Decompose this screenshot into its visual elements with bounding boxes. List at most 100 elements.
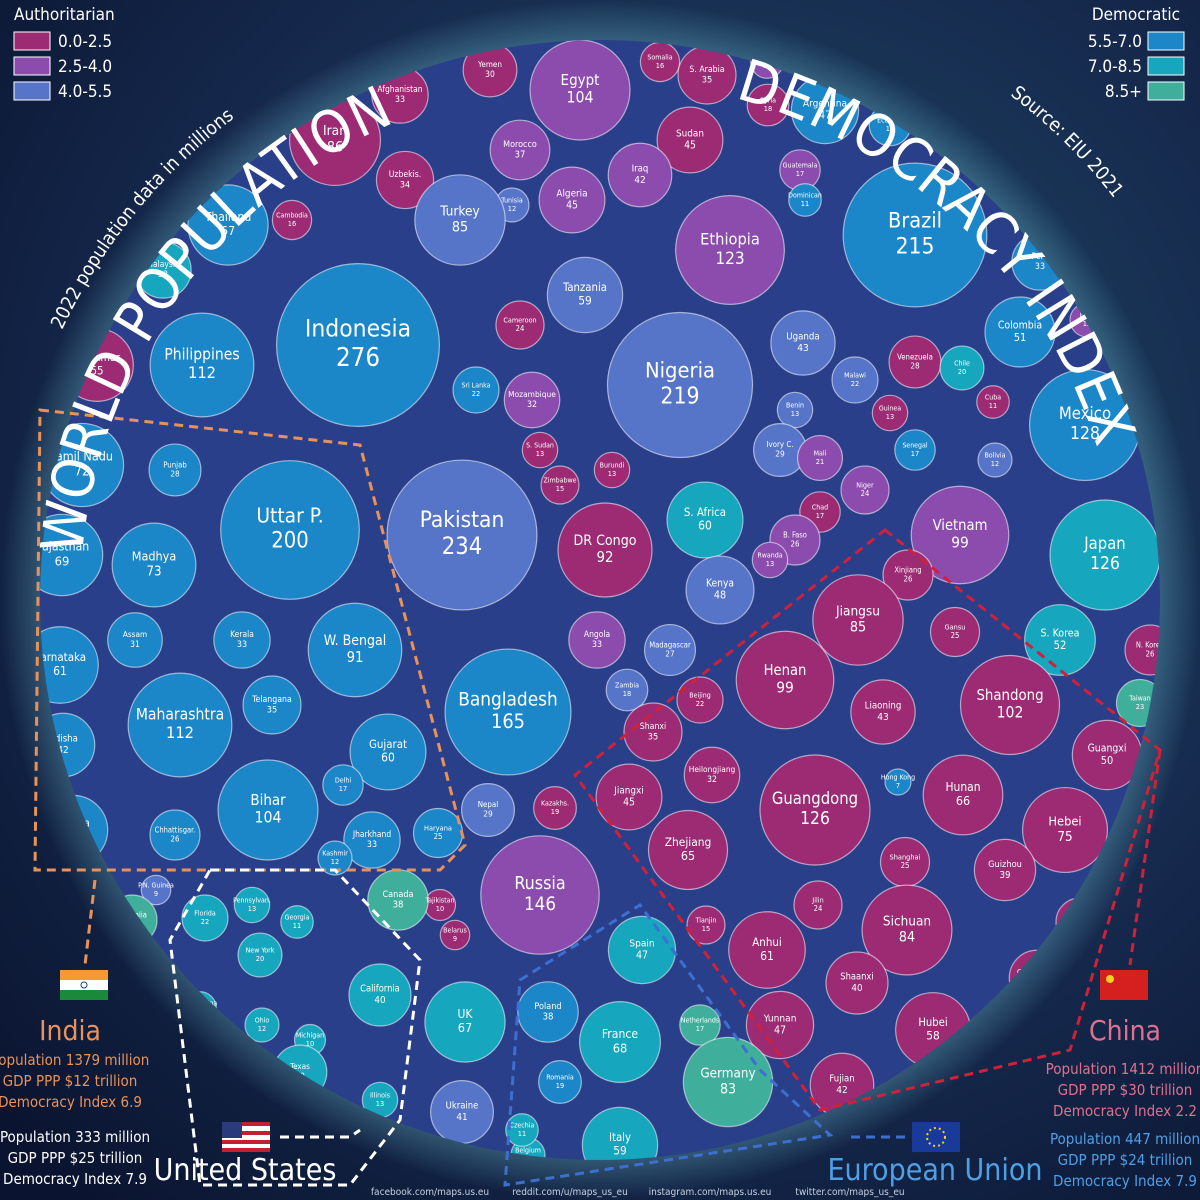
cell-name: Uzbekis. <box>389 170 421 180</box>
cell <box>922 754 1004 836</box>
cell-value: 65 <box>681 848 695 863</box>
cell-name: Jharkhand <box>352 829 391 839</box>
cell-value: 48 <box>714 589 726 602</box>
cell-value: 25 <box>951 631 960 640</box>
cell <box>439 919 471 951</box>
flag-india <box>60 970 108 1000</box>
cell <box>546 256 624 334</box>
cell-value: 35 <box>702 75 712 85</box>
cell <box>349 713 427 791</box>
cell-name: Hebei <box>1048 815 1081 830</box>
cell <box>149 809 201 861</box>
cell-name: Yunnan <box>763 1013 797 1024</box>
cell-name: Poland <box>534 1002 561 1012</box>
cell-name: Peru <box>1032 251 1049 261</box>
legend-title: Authoritarian <box>14 5 115 25</box>
cell <box>578 1000 662 1084</box>
panel-line: Democracy Index 6.9 <box>0 1093 142 1111</box>
cell-name: Illinois <box>370 1092 390 1100</box>
cell-value: 26 <box>904 574 913 583</box>
cell-value: 43 <box>797 343 809 354</box>
cell-value: 42 <box>57 745 68 756</box>
us-leader <box>280 1128 361 1139</box>
cells <box>40 40 1160 1160</box>
cell-value: 38 <box>543 1012 554 1023</box>
cell <box>127 672 233 778</box>
cell <box>181 894 229 942</box>
cell-name: Venezuela <box>897 352 933 361</box>
cell-value: 30 <box>485 69 495 79</box>
cell <box>307 602 403 698</box>
cell-name: Liaoning <box>865 701 902 712</box>
cell-name: Punjab <box>163 460 187 469</box>
cell-name: Russia <box>514 874 565 894</box>
cell-value: 12 <box>508 204 516 213</box>
cell-name: Pakistan <box>420 507 505 533</box>
cell <box>976 385 1010 419</box>
cell <box>973 838 1037 902</box>
cell-name: Argentina <box>803 98 847 109</box>
cell-value: 39 <box>999 870 1010 881</box>
flag-eu <box>912 1122 960 1152</box>
cell-value: 67 <box>458 1020 472 1035</box>
cell-name: Netherlands <box>681 1017 719 1025</box>
cell-value: 50 <box>1101 754 1113 767</box>
cell-name: Bihar <box>250 791 286 809</box>
cell <box>444 648 572 776</box>
cell-value: 33 <box>158 270 168 280</box>
cell-name: Odisha <box>48 734 78 745</box>
cell-name: Zhejiang <box>665 835 712 849</box>
cell <box>812 574 904 666</box>
cell-value: 23 <box>1136 702 1144 711</box>
cell-name: Uganda <box>786 332 819 343</box>
cell-name: Gansu <box>945 622 966 631</box>
cell-value: 13 <box>608 469 616 478</box>
cell-value: 22 <box>851 379 859 388</box>
cell-value: 24 <box>516 324 525 333</box>
cell-value: 28 <box>910 361 920 371</box>
cell-value: 51 <box>1014 331 1027 344</box>
cell <box>679 1004 721 1046</box>
cell-value: 11 <box>518 1129 526 1138</box>
cell-name: Kerala <box>230 629 254 639</box>
cell <box>521 431 559 469</box>
cell-name: Angola <box>584 629 610 639</box>
cell-value: 10 <box>436 904 444 913</box>
cell <box>1049 499 1160 611</box>
legend-label: 5.5-7.0 <box>1088 32 1142 52</box>
cell-value: 91 <box>347 649 364 666</box>
footer-link: instagram.com/maps.us.eu <box>649 1187 772 1198</box>
cell-name: Hunan <box>945 780 980 794</box>
legend-label: 2.5-4.0 <box>58 57 112 77</box>
cell <box>850 679 916 745</box>
cell-value: 32 <box>707 775 717 785</box>
legend-swatch <box>13 81 51 101</box>
panel-line: Population 1379 million <box>0 1051 149 1069</box>
cell <box>233 886 271 924</box>
cell-name: Iran <box>323 123 347 139</box>
cell <box>910 485 1010 585</box>
cell <box>683 746 741 804</box>
legend-swatch <box>13 56 51 76</box>
panel-line: GDP PPP $12 trillion <box>3 1072 138 1090</box>
cell <box>538 1060 582 1104</box>
cell-value: 33 <box>395 95 405 105</box>
cell <box>643 623 697 677</box>
cell-name: Brazil <box>888 208 942 233</box>
china-outline <box>572 528 1162 1112</box>
india-outline <box>33 408 467 872</box>
panel-title: United States <box>154 1153 337 1188</box>
cell <box>984 296 1056 368</box>
cell-value: 16 <box>288 219 296 228</box>
legend-label: 0.0-2.5 <box>58 32 112 52</box>
cell-value: 45 <box>623 796 635 808</box>
cell-value: 146 <box>524 894 556 915</box>
cell <box>607 142 673 208</box>
cell-name: Malaysia <box>146 259 179 269</box>
cell-value: 47 <box>636 950 648 962</box>
cell-value: 102 <box>997 704 1024 722</box>
cell-name: Nepal <box>478 800 499 809</box>
china-leader <box>1128 749 1162 966</box>
cell <box>607 915 677 985</box>
